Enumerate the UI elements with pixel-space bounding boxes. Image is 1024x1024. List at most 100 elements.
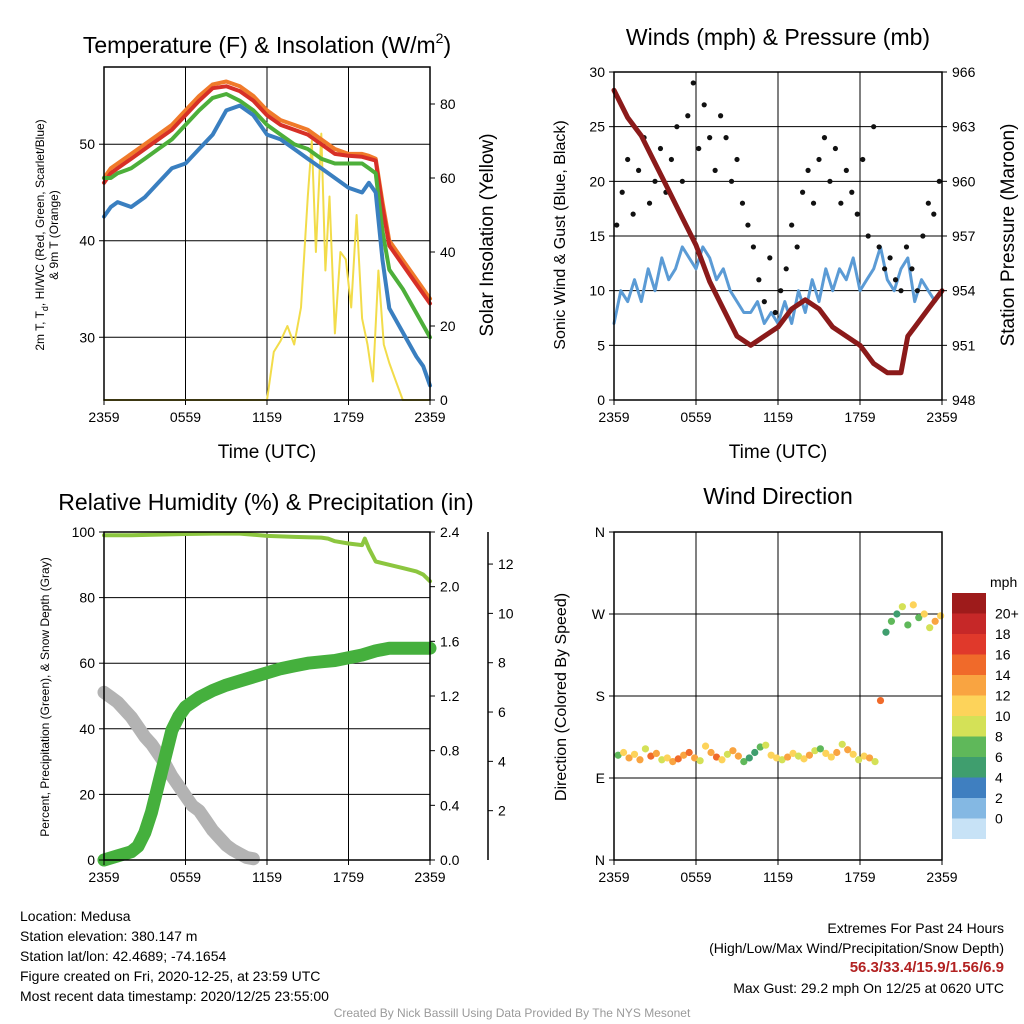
direction-point xyxy=(619,748,628,757)
humidity-ytick-right-label: 1.2 xyxy=(440,688,460,704)
direction-point xyxy=(658,756,666,764)
speed-legend-swatch xyxy=(952,777,986,798)
wind-ytick-right-label: 951 xyxy=(952,337,976,353)
wind-gust-point xyxy=(854,211,860,217)
wind-gust-point xyxy=(723,135,729,141)
humidity-ytick-label: 40 xyxy=(79,721,95,737)
temperature-ytick-right-label: 40 xyxy=(440,244,456,260)
wind-ytick-label: 0 xyxy=(597,392,605,408)
wind-gust-point xyxy=(843,167,849,173)
wind-gust-point xyxy=(914,288,921,294)
speed-legend-title: mph xyxy=(990,574,1017,590)
wind-panel: Winds (mph) & Pressure (mb) 2359 0559 1159… xyxy=(552,24,1019,463)
extremes-values: 56.3/33.4/15.9/1.56/6.9 xyxy=(849,959,1004,976)
speed-legend-label: 10 xyxy=(995,708,1011,724)
direction-xtick-label: 1159 xyxy=(763,869,793,885)
direction-point xyxy=(909,601,917,609)
wind-ytick-label: 20 xyxy=(589,173,605,189)
wind-gust-point xyxy=(783,266,789,272)
wind-gust-point xyxy=(767,255,773,261)
humidity-ytick-label: 60 xyxy=(79,655,95,671)
wind-xtick-label: 0559 xyxy=(680,409,711,425)
wind-gust-point xyxy=(865,233,871,239)
direction-point xyxy=(893,610,901,618)
snow-depth-line xyxy=(97,685,260,866)
wind-ytick-right-label: 966 xyxy=(952,64,976,80)
snow-depth-ytick-right-label: 12 xyxy=(498,556,514,572)
station-elevation: Station elevation: 380.147 m xyxy=(20,928,198,944)
humidity-ytick-right-label: 0.8 xyxy=(440,743,460,759)
direction-xtick-label: 1759 xyxy=(844,869,875,885)
humidity-ytick-right-label: 2.0 xyxy=(440,579,460,595)
speed-legend-label: 18 xyxy=(995,626,1011,642)
speed-legend-swatch xyxy=(952,716,986,737)
wind-gust-point xyxy=(920,233,926,239)
direction-xtick-label: 2359 xyxy=(926,869,957,885)
humidity-ytick-label: 80 xyxy=(79,590,95,606)
temperature-title-text: Temperature (F) & Insolation (W/m xyxy=(83,32,436,58)
speed-legend-swatch xyxy=(952,798,986,819)
speed-legend-label: 0 xyxy=(995,811,1003,827)
direction-point xyxy=(871,758,879,766)
wind-ytick-right-label: 954 xyxy=(952,283,976,299)
direction-ylabel-left: Direction (Colored By Speed) xyxy=(553,593,570,801)
temperature-ytick-right-label: 60 xyxy=(440,170,456,186)
direction-ytick-label: W xyxy=(592,606,606,622)
wind-xtick-label: 2359 xyxy=(926,409,957,425)
humidity-ytick-right-label: 0.4 xyxy=(440,797,460,813)
direction-xtick-label: 2359 xyxy=(598,869,629,885)
temperature-title: Temperature (F) & Insolation (W/m2) xyxy=(83,30,451,58)
direction-point xyxy=(740,758,748,766)
wind-gust-point xyxy=(931,211,937,217)
speed-legend-swatch xyxy=(952,818,986,839)
direction-point xyxy=(729,747,737,755)
wind-gust-point xyxy=(712,167,718,173)
temperature-ytick-right-label: 0 xyxy=(440,392,448,408)
humidity-ytick-right-label: 1.6 xyxy=(440,633,460,649)
wind-gust-point xyxy=(657,145,664,152)
humidity-panel: Relative Humidity (%) & Precipitation (i… xyxy=(38,489,514,885)
wind-gust-point xyxy=(619,189,625,195)
direction-point xyxy=(625,754,633,762)
pressure-line xyxy=(611,87,945,376)
humidity-xtick-label: 2359 xyxy=(88,869,119,885)
wind-gust-point xyxy=(707,135,713,141)
wind-xtick-label: 2359 xyxy=(598,409,629,425)
direction-point xyxy=(800,755,808,763)
direction-point xyxy=(685,748,693,757)
wind-xlabel: Time (UTC) xyxy=(729,442,828,463)
wind-gust-point xyxy=(745,222,751,228)
direction-point xyxy=(783,753,792,761)
humidity-ytick-label: 100 xyxy=(72,524,96,540)
temperature-ytick-right-label: 20 xyxy=(440,318,456,334)
temperature-ylabel-right: Solar Insolation (Yellow) xyxy=(477,133,498,336)
wind-gust-point xyxy=(794,244,800,250)
extremes-title: Extremes For Past 24 Hours xyxy=(827,920,1004,936)
wind-gust-point xyxy=(871,124,877,130)
direction-point xyxy=(931,617,939,625)
direction-point xyxy=(833,748,841,757)
humidity-ytick-label: 0 xyxy=(87,852,95,868)
direction-point xyxy=(734,752,742,760)
direction-point xyxy=(767,751,775,759)
precipitation-line xyxy=(97,641,437,867)
direction-point xyxy=(887,617,896,625)
temperature-axes: 2359 0559 1159 1759 2359 30 40 50 0 20 40 60 80 xyxy=(79,66,456,425)
wind-xtick-label: 1759 xyxy=(844,409,875,425)
temperature-panel: Temperature (F) & Insolation (W/m2) 2359… xyxy=(33,30,498,463)
speed-legend-label: 2 xyxy=(995,790,1003,806)
extremes-subtitle: (High/Low/Max Wind/Precipitation/Snow De… xyxy=(709,940,1004,956)
wind-ylabel-left: Sonic Wind & Gust (Blue, Black) xyxy=(552,120,569,349)
humidity-ytick-right-label: 0.0 xyxy=(440,852,460,868)
wind-gust-point xyxy=(882,266,888,272)
temperature-xtick-label: 1759 xyxy=(333,409,364,425)
temperature-series xyxy=(102,79,432,401)
speed-legend-swatch xyxy=(952,634,986,655)
direction-point xyxy=(674,755,682,763)
temperature-ylabel-left: 2m T, Td, HI/WC (Red, Green, Scarlet/Blu… xyxy=(33,119,50,350)
direction-point xyxy=(920,610,928,618)
direction-points xyxy=(614,601,945,766)
direction-point xyxy=(696,757,704,765)
wind-gust-point xyxy=(630,211,636,217)
wind-gust-point xyxy=(756,277,762,283)
